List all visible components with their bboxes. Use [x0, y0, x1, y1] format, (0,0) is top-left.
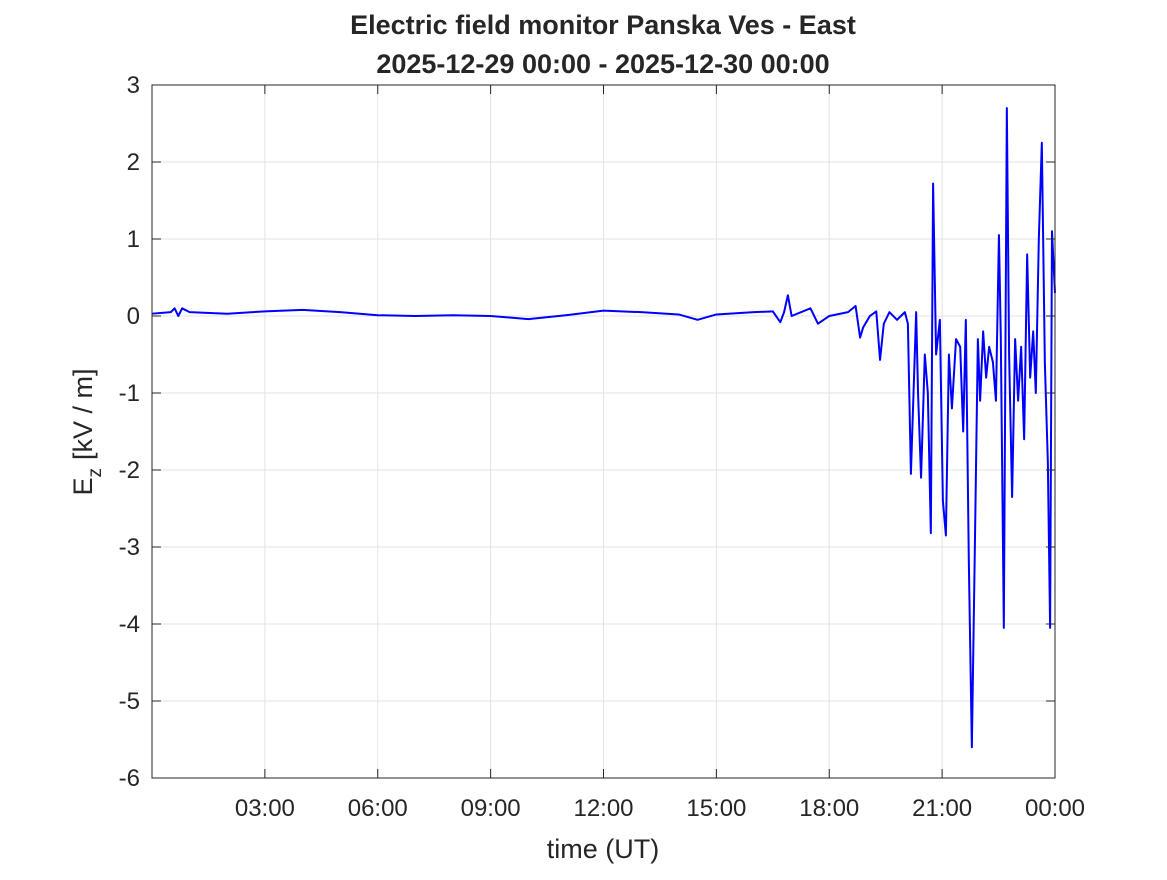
y-axis-label: Ez [kV / m]: [68, 368, 106, 495]
y-tick-label: -2: [119, 457, 140, 484]
chart-title: Electric field monitor Panska Ves - East: [350, 10, 856, 40]
y-label-sub: z: [85, 468, 106, 478]
x-tick-label: 09:00: [461, 795, 521, 822]
x-tick-label: 15:00: [686, 795, 746, 822]
ticks: -6 -5 -4 -3 -2 -1 0 1 2 3 03:00 06:00 09:00 12:00 15:0…: [119, 72, 1085, 822]
y-tick-label: 0: [127, 303, 140, 330]
x-tick-label: 00:00: [1025, 795, 1085, 822]
y-tick-label: -1: [119, 380, 140, 407]
x-tick-label: 12:00: [573, 795, 633, 822]
x-axis-label: time (UT): [547, 834, 659, 864]
data-line: [151, 107, 1056, 749]
y-label-main: E: [68, 478, 98, 496]
x-tick-label: 18:00: [799, 795, 859, 822]
x-tick-label: 21:00: [912, 795, 972, 822]
y-tick-label: -4: [119, 611, 140, 638]
y-tick-label: -5: [119, 688, 140, 715]
y-tick-label: 1: [127, 226, 140, 253]
y-tick-label: -6: [119, 765, 140, 792]
x-tick-label: 06:00: [348, 795, 408, 822]
x-tick-label: 03:00: [235, 795, 295, 822]
plot: [151, 107, 1056, 749]
y-label-unit: [kV / m]: [68, 368, 98, 460]
y-tick-label: 2: [127, 149, 140, 176]
chart-subtitle: 2025-12-29 00:00 - 2025-12-30 00:00: [376, 49, 829, 79]
y-tick-label: -3: [119, 534, 140, 561]
y-tick-label: 3: [127, 72, 140, 99]
